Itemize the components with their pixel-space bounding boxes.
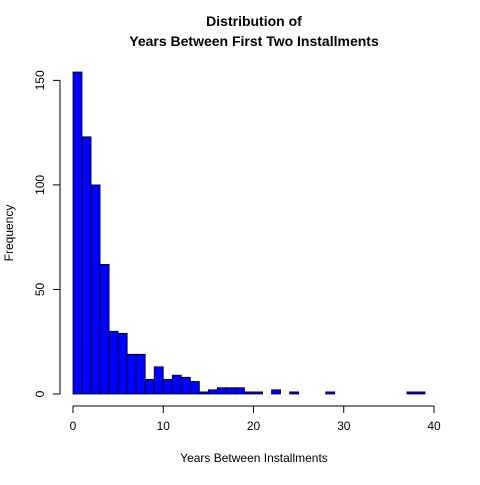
x-tick-label: 10 bbox=[157, 419, 171, 433]
histogram-bar bbox=[99, 263, 110, 395]
histogram-bar bbox=[144, 378, 155, 395]
histogram-bar bbox=[415, 391, 426, 395]
y-axis: 0 50 100 150 bbox=[33, 70, 61, 397]
histogram-bar bbox=[153, 366, 164, 395]
histogram-bar bbox=[189, 381, 200, 395]
histogram-bar bbox=[289, 391, 300, 395]
histogram-bar bbox=[162, 378, 173, 395]
x-tick-label: 40 bbox=[427, 419, 441, 433]
y-tick-label: 150 bbox=[33, 70, 47, 90]
histogram-bar bbox=[244, 391, 254, 395]
histogram-bar bbox=[171, 374, 182, 395]
histogram-bar bbox=[90, 184, 101, 395]
histogram-bar bbox=[216, 387, 227, 395]
histogram-bar bbox=[81, 136, 92, 395]
histogram-bar bbox=[135, 353, 146, 395]
x-tick-label: 0 bbox=[70, 419, 77, 433]
histogram-bar bbox=[271, 389, 281, 395]
y-axis-label: Frequency bbox=[2, 205, 16, 262]
histogram-bar bbox=[235, 387, 245, 395]
histogram-bar bbox=[207, 389, 218, 395]
histogram-bar bbox=[108, 330, 119, 395]
y-tick-label: 100 bbox=[33, 175, 47, 195]
histogram-bar bbox=[72, 71, 83, 395]
bars-group bbox=[72, 71, 426, 395]
x-tick-label: 30 bbox=[337, 419, 351, 433]
histogram-bar bbox=[126, 353, 137, 395]
histogram-bar bbox=[226, 387, 236, 395]
histogram-bar bbox=[198, 391, 209, 395]
x-axis-label: Years Between Installments bbox=[180, 451, 328, 465]
chart-title-line1: Distribution of bbox=[206, 13, 302, 29]
histogram-bar bbox=[325, 391, 336, 395]
x-tick-label: 20 bbox=[247, 419, 261, 433]
y-tick-label: 50 bbox=[33, 282, 47, 296]
histogram-bar bbox=[117, 332, 128, 395]
histogram-bar bbox=[406, 391, 417, 395]
histogram-bar bbox=[180, 376, 191, 395]
y-tick-label: 0 bbox=[33, 390, 47, 397]
chart-title-line2: Years Between First Two Installments bbox=[129, 33, 379, 49]
x-axis: 0 10 20 30 40 bbox=[70, 405, 441, 433]
histogram-bar bbox=[253, 391, 263, 395]
